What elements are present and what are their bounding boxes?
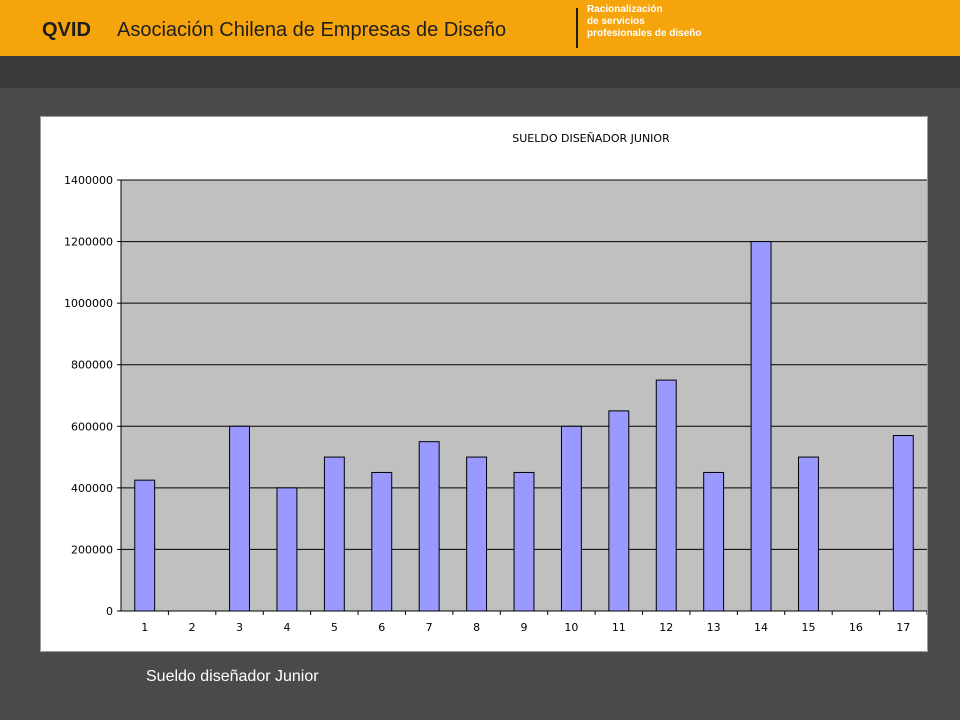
bar bbox=[892, 435, 914, 612]
x-tick-label: 16 bbox=[849, 621, 863, 634]
bar bbox=[134, 479, 156, 612]
x-tick-label: 2 bbox=[189, 621, 196, 634]
x-tick-label: 10 bbox=[564, 621, 578, 634]
x-tick-label: 11 bbox=[612, 621, 626, 634]
bar bbox=[798, 456, 819, 612]
chart-caption: Sueldo diseñador Junior bbox=[146, 668, 319, 685]
x-tick-label: 3 bbox=[236, 621, 243, 634]
y-tick-label: 1000000 bbox=[64, 297, 113, 310]
x-tick-label: 5 bbox=[331, 621, 338, 634]
x-tick-label: 13 bbox=[707, 621, 721, 634]
bar bbox=[229, 425, 250, 612]
x-tick-label: 1 bbox=[141, 621, 148, 634]
header-divider bbox=[576, 8, 578, 48]
x-tick-label: 8 bbox=[473, 621, 480, 634]
chart-title: SUELDO DISEÑADOR JUNIOR bbox=[512, 132, 670, 145]
bar bbox=[608, 410, 630, 612]
y-tick-labels: 0 200000 400000 600000 800000 1000000 1200000 1… bbox=[64, 174, 113, 618]
y-tick-label: 1200000 bbox=[64, 236, 113, 249]
chart-panel: SUELDO DISEÑADOR JUNIOR 0 200000 400000 600… bbox=[40, 116, 928, 652]
brand-name: QVID bbox=[42, 19, 91, 41]
organization-name: Asociación Chilena de Empresas de Diseño bbox=[117, 19, 507, 41]
axes bbox=[117, 179, 927, 615]
y-tick-label: 1400000 bbox=[64, 174, 113, 187]
tagline-line: Racionalización bbox=[587, 4, 663, 15]
bar bbox=[323, 456, 345, 612]
y-tick-label: 800000 bbox=[71, 359, 113, 372]
sub-header-bar bbox=[0, 56, 960, 88]
y-tick-label: 200000 bbox=[71, 543, 113, 556]
bar bbox=[513, 471, 535, 612]
bar bbox=[418, 441, 440, 612]
x-tick-label: 17 bbox=[896, 621, 910, 634]
header-bar: QVID Asociación Chilena de Empresas de D… bbox=[0, 0, 960, 56]
bar bbox=[560, 425, 582, 612]
x-tick-label: 6 bbox=[378, 621, 385, 634]
tagline-line: profesionales de diseño bbox=[587, 28, 702, 39]
tagline: Racionalización de servicios profesional… bbox=[587, 4, 701, 40]
bar bbox=[276, 487, 298, 612]
bar bbox=[371, 471, 393, 612]
bar bbox=[655, 379, 677, 612]
y-tick-label: 0 bbox=[106, 605, 113, 618]
bars bbox=[134, 241, 914, 612]
x-tick-label: 14 bbox=[754, 621, 768, 634]
y-tick-label: 400000 bbox=[71, 482, 113, 495]
x-tick-label: 7 bbox=[426, 621, 433, 634]
x-tick-label: 12 bbox=[659, 621, 673, 634]
x-tick-label: 9 bbox=[521, 621, 528, 634]
bar bbox=[703, 471, 725, 612]
x-tick-label: 4 bbox=[283, 621, 290, 634]
salary-bar-chart: SUELDO DISEÑADOR JUNIOR 0 200000 400000 600… bbox=[64, 132, 927, 634]
bar bbox=[466, 456, 488, 612]
bar bbox=[750, 241, 772, 612]
tagline-line: de servicios bbox=[587, 16, 645, 27]
x-tick-label: 15 bbox=[801, 621, 815, 634]
x-tick-labels: 1 2 3 4 5 6 7 8 9 10 11 12 13 14 15 16 17 bbox=[141, 621, 910, 634]
y-tick-label: 600000 bbox=[71, 420, 113, 433]
